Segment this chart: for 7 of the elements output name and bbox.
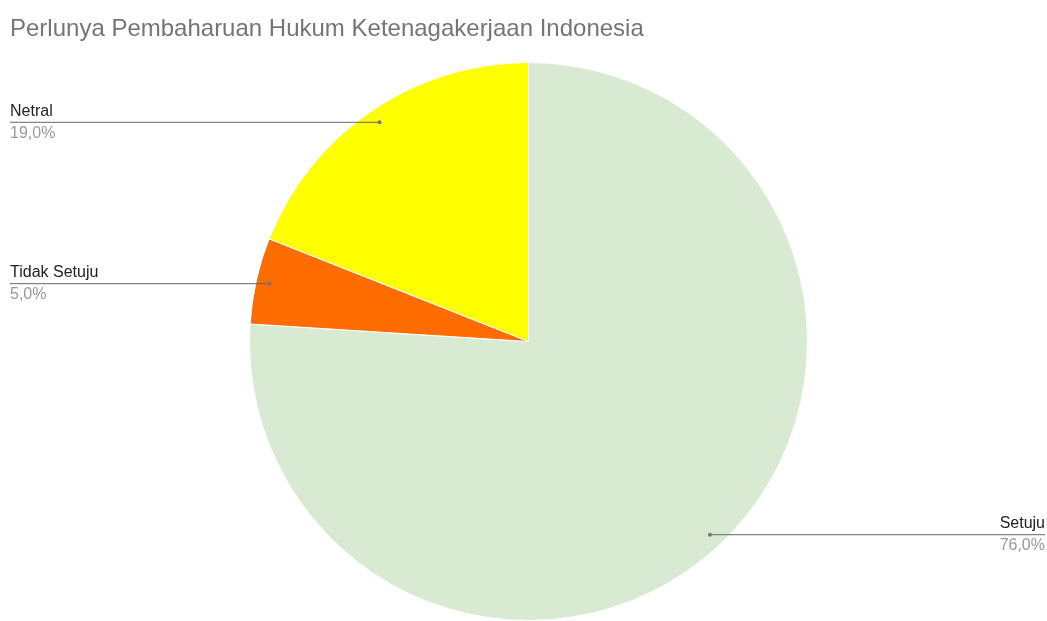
data-label: 5,0% xyxy=(10,285,47,303)
slice-label: Netral xyxy=(10,101,53,119)
slice-label: Tidak Setuju xyxy=(10,263,99,281)
chart-title: Perlunya Pembaharuan Hukum Ketenagakerjaan Indonesia xyxy=(10,14,644,42)
slice-label: Setuju xyxy=(999,514,1045,532)
data-label: 19,0% xyxy=(10,123,56,141)
data-label: 76,0% xyxy=(999,536,1045,554)
